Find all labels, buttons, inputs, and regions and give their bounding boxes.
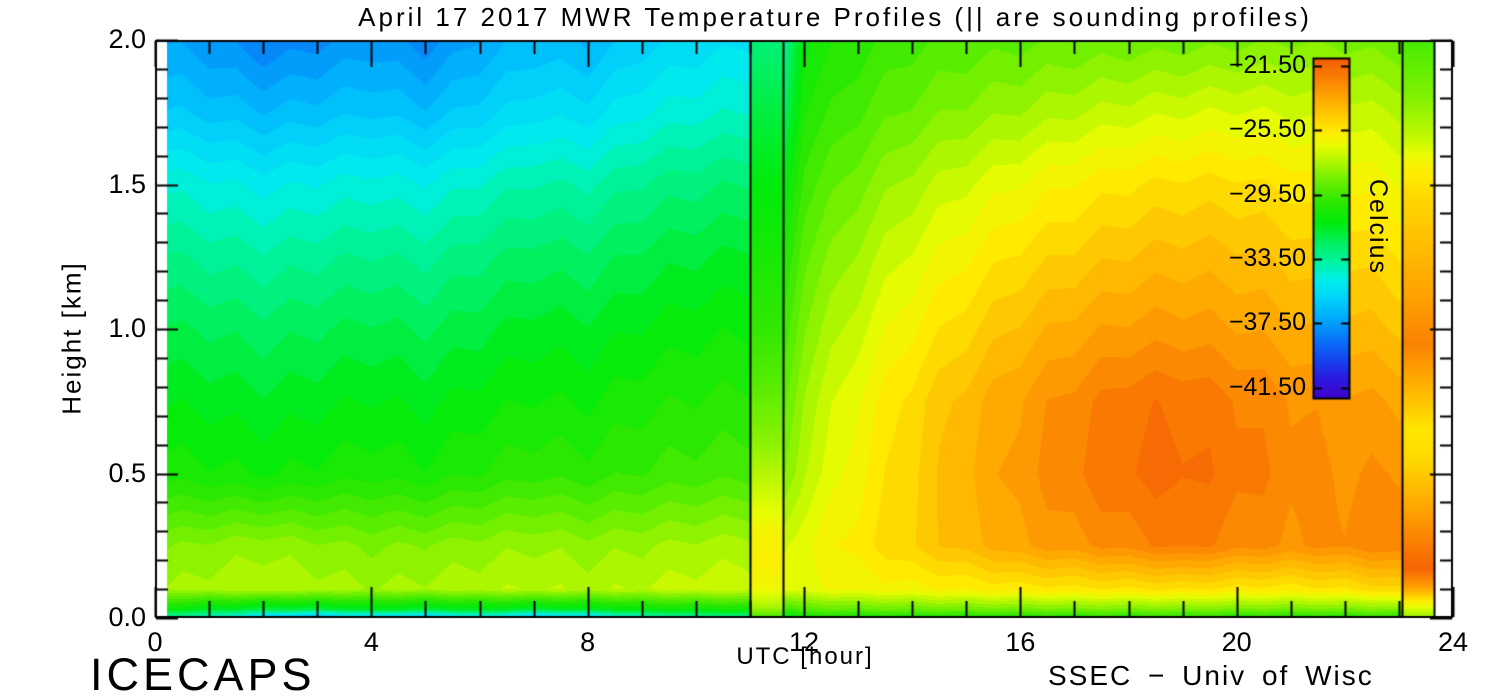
y-tick-label: 0.5: [108, 457, 146, 488]
footer-icecaps: ICECAPS: [90, 649, 316, 700]
colorbar-tick-label: −29.50: [1228, 179, 1306, 208]
colorbar-tick-label: −33.50: [1228, 244, 1306, 273]
colorbar-tick-label: −25.50: [1228, 115, 1306, 144]
x-tick-label: 4: [363, 627, 379, 657]
y-tick-label: 1.0: [108, 313, 146, 343]
chart-title: April 17 2017 MWR Temperature Profiles (…: [358, 2, 1312, 32]
colorbar-tick-label: −41.50: [1228, 372, 1306, 401]
x-tick-label: 0: [147, 627, 163, 657]
colorbar-title: Celcius: [1363, 179, 1392, 275]
x-tick-label: 8: [580, 627, 596, 657]
colorbar-tick-label: −21.50: [1228, 51, 1306, 80]
x-axis-label: UTC [hour]: [736, 643, 874, 670]
x-tick-label: 16: [1005, 627, 1036, 657]
x-tick-label: 12: [788, 627, 820, 657]
y-tick-label: 0.0: [108, 602, 146, 632]
x-tick-label: 24: [1437, 627, 1469, 657]
y-tick-label: 2.0: [108, 24, 146, 54]
y-axis-label: Height [km]: [56, 261, 87, 415]
x-tick-label: 20: [1221, 627, 1252, 657]
footer-ssec: SSEC − Univ of Wisc: [1048, 660, 1374, 691]
y-tick-label: 1.5: [108, 168, 146, 199]
colorbar-tick-label: −37.50: [1228, 308, 1306, 337]
